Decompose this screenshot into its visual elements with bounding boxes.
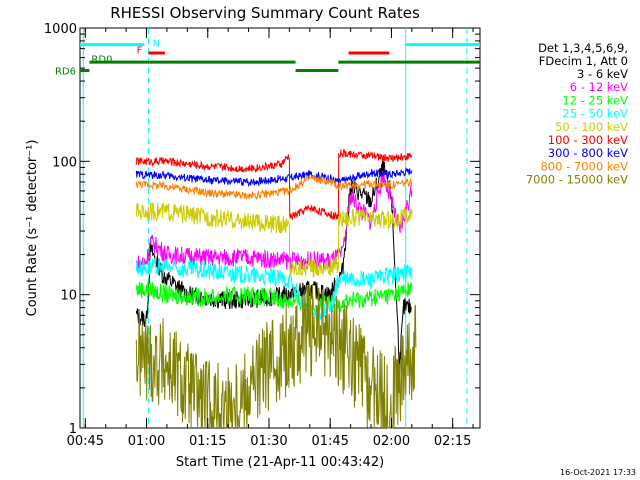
plot-frame — [79, 27, 481, 429]
state-label-rd0: RD0 — [91, 55, 112, 66]
x-tick-label: 01:00 — [128, 434, 165, 449]
legend-entry: 3 - 6 keV — [577, 67, 628, 81]
y-tick-label: 10 — [60, 289, 77, 304]
y-tick-label: 100 — [52, 155, 77, 170]
legend-entry: 25 - 50 keV — [562, 107, 628, 121]
legend-entry: 300 - 800 keV — [548, 146, 628, 160]
state-label-f: F — [137, 45, 143, 56]
state-label-rd6: RD6 — [55, 67, 76, 78]
series-line-7000-15000-kev — [135, 284, 417, 429]
y-axis-title: Count Rate (s⁻¹ detector⁻¹) — [25, 140, 40, 317]
legend-entry: 7000 - 15000 keV — [526, 173, 628, 187]
x-tick-label: 01:45 — [311, 434, 348, 449]
legend-entry: 100 - 300 keV — [548, 133, 628, 147]
legend-entry: 6 - 12 keV — [570, 80, 628, 94]
legend-header-line: FDecim 1, Att 0 — [539, 54, 628, 68]
state-bars: NF RD0 RD6 — [55, 38, 480, 78]
series-line-25-50-kev — [135, 256, 413, 324]
series-line-12-25-kev — [135, 281, 413, 314]
axis-ticks: 00:45 01:00 01:15 01:30 01:45 02:00 02:15 1 10 10… — [44, 22, 480, 449]
x-tick-label: 02:15 — [434, 434, 471, 449]
series-line-800-7000-kev — [135, 174, 413, 201]
series-layer — [135, 149, 417, 429]
legend-entry: 50 - 100 keV — [555, 120, 628, 134]
legend-entry: 800 - 7000 keV — [540, 159, 628, 173]
y-tick-label: 1 — [69, 422, 77, 437]
x-tick-label: 01:30 — [250, 434, 287, 449]
x-tick-label: 01:15 — [189, 434, 226, 449]
series-line-100-300-kev — [135, 149, 413, 221]
y-tick-label: 1000 — [44, 22, 77, 37]
legend: Det 1,3,4,5,6,9,FDecim 1, Att 03 - 6 keV… — [526, 41, 628, 187]
x-tick-label: 00:45 — [67, 434, 104, 449]
timestamp-stamp: 16-Oct-2021 17:33 — [560, 468, 636, 477]
x-axis-title: Start Time (21-Apr-11 00:43:42) — [176, 455, 384, 470]
legend-entry: 12 - 25 keV — [562, 93, 628, 107]
chart-title: RHESSI Observing Summary Count Rates — [110, 4, 420, 22]
x-tick-label: 02:00 — [373, 434, 410, 449]
legend-header-line: Det 1,3,4,5,6,9, — [538, 41, 628, 55]
series-line-50-100-kev — [135, 202, 413, 279]
series-line-300-800-kev — [135, 167, 413, 188]
state-label-n: N — [153, 38, 160, 49]
